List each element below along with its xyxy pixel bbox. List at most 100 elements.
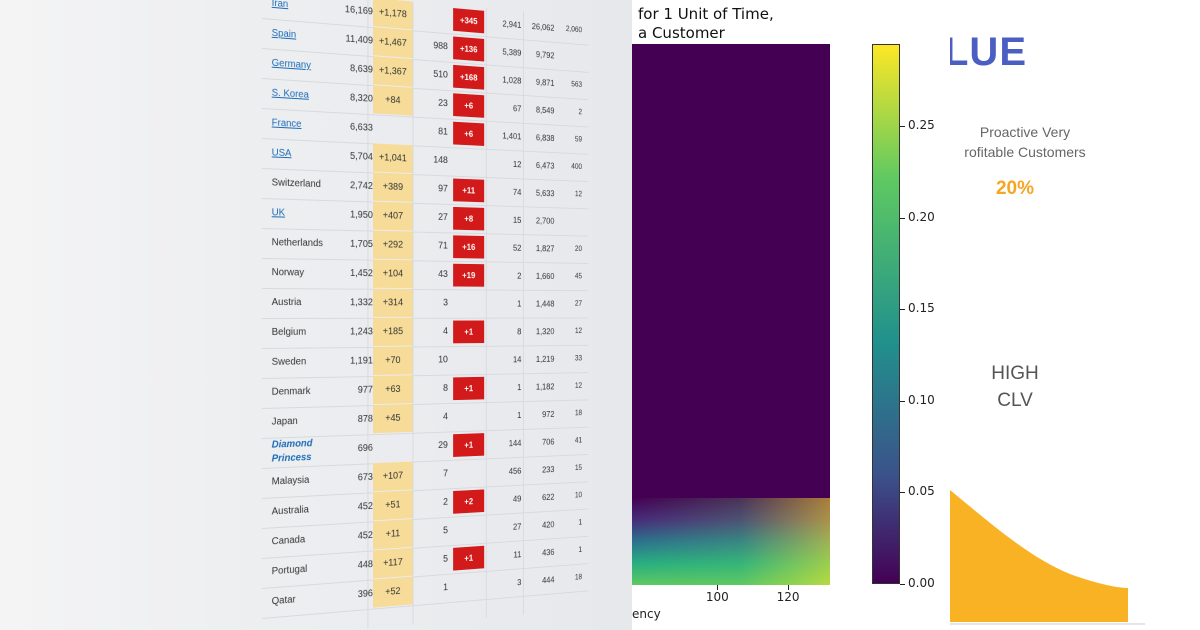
new-deaths-badge: +11 bbox=[453, 179, 484, 203]
heatmap-high-value-band bbox=[632, 498, 830, 585]
total-recovered: 12 bbox=[491, 149, 521, 178]
total-deaths: 43 bbox=[418, 260, 448, 289]
colorbar-tick-label: 0.15 bbox=[908, 301, 935, 315]
chart-title: for 1 Unit of Time, a Customer bbox=[638, 5, 774, 43]
x-tick-label: 120 bbox=[777, 590, 800, 604]
new-cases: +1,041 bbox=[373, 143, 413, 173]
serious-cases: 1 bbox=[559, 536, 582, 565]
active-cases: 972 bbox=[528, 400, 554, 428]
new-cases: +1,467 bbox=[373, 27, 413, 58]
total-cases: 452 bbox=[336, 521, 373, 553]
total-cases: 1,191 bbox=[336, 347, 373, 377]
active-cases: 1,660 bbox=[528, 262, 554, 290]
covid-cases-table: Iran 16,169 +1,178 +345 2,941 26,062 2,060 Spai… bbox=[262, 0, 589, 630]
total-cases: 673 bbox=[336, 463, 373, 494]
colorbar bbox=[872, 44, 900, 584]
new-cases: +84 bbox=[373, 85, 413, 115]
serious-cases: 563 bbox=[559, 70, 582, 99]
total-recovered: 74 bbox=[491, 177, 521, 206]
total-deaths: 23 bbox=[418, 88, 448, 118]
total-cases: 1,452 bbox=[336, 259, 373, 289]
serious-cases: 12 bbox=[559, 372, 582, 400]
total-cases: 1,705 bbox=[336, 230, 373, 260]
total-cases: 6,633 bbox=[336, 112, 373, 143]
new-cases: +117 bbox=[373, 548, 413, 579]
table-row: Belgium 1,243 +185 4 +1 8 1,320 12 bbox=[262, 318, 589, 349]
total-deaths bbox=[418, 2, 448, 33]
total-recovered: 1,028 bbox=[491, 65, 521, 95]
new-cases: +407 bbox=[373, 202, 413, 231]
new-deaths-badge: +1 bbox=[453, 321, 484, 344]
total-recovered: 2 bbox=[491, 261, 521, 289]
total-recovered: 1 bbox=[491, 290, 521, 318]
serious-cases: 41 bbox=[559, 427, 582, 455]
colorbar-tick-label: 0.25 bbox=[908, 118, 935, 132]
colorbar-tick bbox=[900, 309, 905, 310]
serious-cases: 18 bbox=[559, 564, 582, 593]
serious-cases bbox=[559, 207, 582, 235]
total-recovered: 15 bbox=[491, 205, 521, 234]
colorbar-tick bbox=[900, 218, 905, 219]
new-cases: +1,367 bbox=[373, 56, 413, 87]
new-cases: +107 bbox=[373, 462, 413, 492]
colorbar-tick-label: 0.20 bbox=[908, 210, 935, 224]
serious-cases: 20 bbox=[559, 235, 582, 263]
new-cases: +52 bbox=[373, 577, 413, 608]
total-deaths: 81 bbox=[418, 117, 448, 147]
heatmap-panel: for 1 Unit of Time, a Customer 100 120 enc… bbox=[632, 0, 950, 630]
new-cases: +63 bbox=[373, 375, 413, 404]
active-cases: 233 bbox=[528, 455, 554, 484]
colorbar-tick bbox=[900, 584, 905, 585]
table-body: Iran 16,169 +1,178 +345 2,941 26,062 2,060 Spai… bbox=[262, 0, 589, 17]
serious-cases: 12 bbox=[559, 318, 582, 346]
total-deaths: 71 bbox=[418, 232, 448, 261]
total-cases: 396 bbox=[336, 580, 373, 612]
segment-label: Proactive Very rofitable Customers bbox=[950, 122, 1100, 162]
total-cases: 696 bbox=[336, 434, 373, 465]
total-cases: 1,243 bbox=[336, 318, 373, 347]
active-cases: 1,182 bbox=[528, 373, 554, 401]
total-recovered: 27 bbox=[491, 513, 521, 543]
total-recovered: 8 bbox=[491, 318, 521, 346]
serious-cases: 18 bbox=[559, 400, 582, 428]
active-cases: 5,633 bbox=[528, 179, 554, 208]
active-cases: 2,700 bbox=[528, 206, 554, 234]
new-cases: +45 bbox=[373, 404, 413, 433]
total-recovered: 2,941 bbox=[491, 9, 521, 40]
serious-cases: 59 bbox=[559, 125, 582, 154]
colorbar-tick-label: 0.10 bbox=[908, 393, 935, 407]
value-curve bbox=[950, 488, 1200, 628]
total-recovered: 3 bbox=[491, 568, 521, 598]
new-cases bbox=[373, 433, 413, 462]
colorbar-tick-label: 0.00 bbox=[908, 576, 935, 590]
new-cases: +70 bbox=[373, 347, 413, 375]
serious-cases: 45 bbox=[559, 263, 582, 291]
serious-cases: 27 bbox=[559, 290, 582, 318]
total-deaths: 148 bbox=[418, 146, 448, 176]
new-deaths-badge: +345 bbox=[453, 8, 484, 33]
active-cases: 420 bbox=[528, 511, 554, 540]
serious-cases: 10 bbox=[559, 482, 582, 511]
new-deaths-badge: +19 bbox=[453, 264, 484, 287]
serious-cases: 2 bbox=[559, 97, 582, 126]
table-row: Norway 1,452 +104 43 +19 2 1,660 45 bbox=[262, 258, 589, 291]
colorbar-tick-label: 0.05 bbox=[908, 484, 935, 498]
new-cases bbox=[373, 114, 413, 144]
serious-cases: 400 bbox=[559, 152, 582, 180]
total-cases: 2,742 bbox=[336, 171, 373, 202]
serious-cases bbox=[559, 42, 582, 71]
serious-cases: 1 bbox=[559, 509, 582, 538]
serious-cases: 15 bbox=[559, 454, 582, 483]
colorbar-tick bbox=[900, 401, 905, 402]
new-cases: +51 bbox=[373, 490, 413, 520]
new-cases: +292 bbox=[373, 231, 413, 260]
total-cases: 8,639 bbox=[336, 53, 373, 85]
new-cases: +1,178 bbox=[373, 0, 413, 29]
active-cases: 706 bbox=[528, 428, 554, 457]
total-cases: 11,409 bbox=[336, 24, 373, 56]
new-deaths-badge: +16 bbox=[453, 235, 484, 258]
total-recovered: 456 bbox=[491, 457, 521, 486]
serious-cases: 12 bbox=[559, 180, 582, 208]
total-cases: 977 bbox=[336, 376, 373, 406]
new-deaths-badge: +8 bbox=[453, 207, 484, 230]
